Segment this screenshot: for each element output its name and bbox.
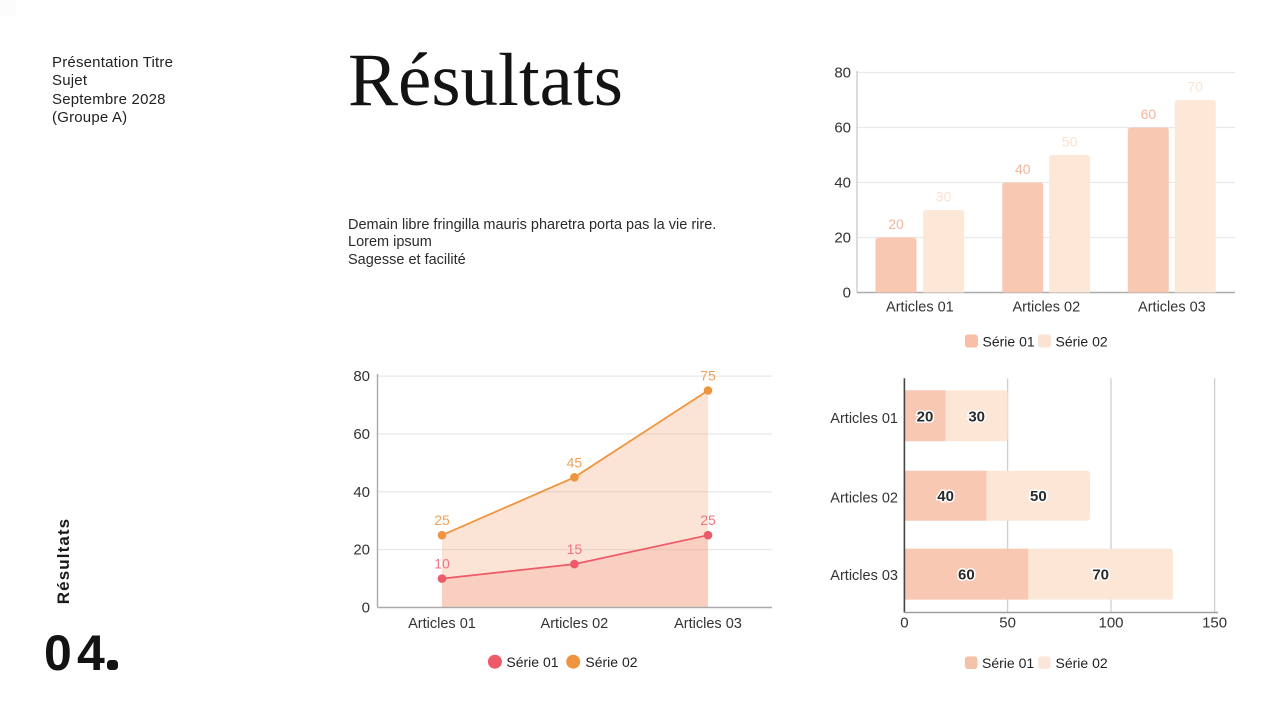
svg-text:50: 50 [999,615,1016,632]
svg-text:20: 20 [353,542,370,559]
svg-text:50: 50 [1062,134,1078,150]
svg-text:30: 30 [968,408,985,425]
svg-text:Articles 02: Articles 02 [830,490,898,506]
svg-text:Articles 01: Articles 01 [830,411,898,427]
svg-text:Série 02: Série 02 [585,654,637,670]
svg-text:70: 70 [1188,79,1204,95]
svg-text:Série 01: Série 01 [983,334,1035,350]
svg-text:Série 02: Série 02 [1056,334,1108,350]
svg-text:0: 0 [900,615,908,632]
svg-text:20: 20 [834,230,851,247]
svg-text:Articles 03: Articles 03 [674,616,742,632]
svg-text:Articles 01: Articles 01 [886,300,954,316]
svg-text:Série 02: Série 02 [1056,655,1108,671]
svg-text:40: 40 [937,488,954,505]
svg-text:50: 50 [1030,488,1047,505]
svg-text:80: 80 [834,65,851,82]
svg-text:25: 25 [700,512,716,528]
svg-text:60: 60 [353,426,370,443]
svg-text:0: 0 [362,600,370,617]
svg-text:10: 10 [434,556,450,572]
svg-text:60: 60 [958,567,975,584]
svg-text:40: 40 [1015,161,1031,177]
svg-text:45: 45 [567,454,583,470]
svg-text:Série 01: Série 01 [982,655,1034,671]
svg-text:70: 70 [1092,567,1109,584]
svg-text:40: 40 [353,484,370,501]
svg-text:150: 150 [1202,615,1227,632]
svg-text:40: 40 [834,175,851,192]
svg-text:Série 01: Série 01 [506,654,558,670]
svg-text:60: 60 [1141,106,1157,122]
svg-text:Articles 02: Articles 02 [1012,300,1080,316]
svg-text:30: 30 [936,189,952,205]
svg-text:75: 75 [700,368,716,384]
svg-text:0: 0 [843,285,851,302]
svg-text:20: 20 [917,408,934,425]
svg-text:Articles 03: Articles 03 [830,568,898,584]
svg-text:100: 100 [1098,615,1123,632]
svg-text:Articles 01: Articles 01 [408,616,476,632]
svg-text:Articles 02: Articles 02 [541,616,609,632]
svg-text:15: 15 [567,541,583,557]
svg-text:20: 20 [888,216,904,232]
svg-text:Articles 03: Articles 03 [1138,300,1206,316]
svg-text:80: 80 [353,368,370,385]
svg-text:60: 60 [834,120,851,137]
svg-text:25: 25 [434,512,450,528]
